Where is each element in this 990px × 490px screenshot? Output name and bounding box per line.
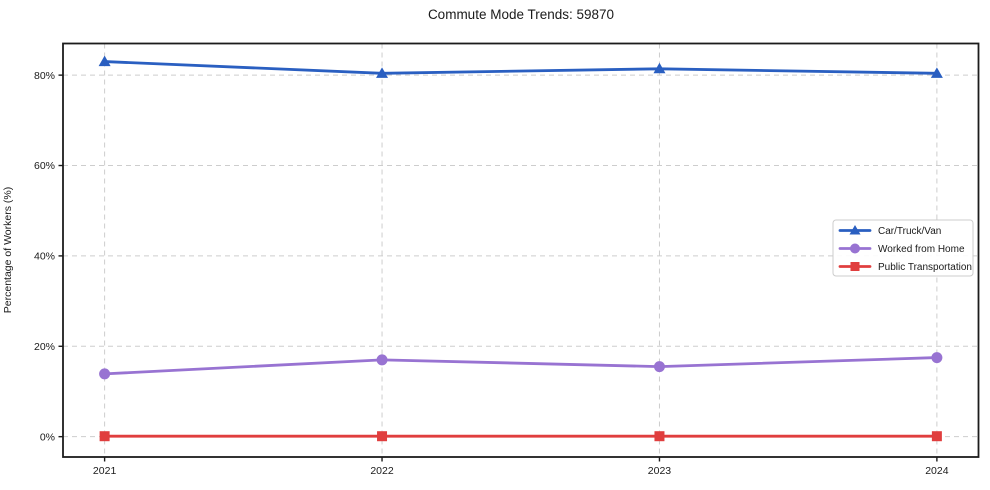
- marker-square: [377, 431, 388, 442]
- marker-triangle: [653, 62, 666, 74]
- legend-label: Car/Truck/Van: [878, 226, 941, 237]
- y-tick-label: 0%: [40, 431, 55, 443]
- x-tick-label: 2024: [925, 465, 949, 477]
- marker-circle: [99, 368, 111, 380]
- legend: Car/Truck/Van Worked from Home Public Tran…: [832, 219, 974, 277]
- x-tick-label: 2023: [648, 465, 672, 477]
- marker-circle: [653, 361, 665, 373]
- series-line-worked-from-home: [103, 356, 939, 376]
- legend-item-car-truck-van: Car/Truck/Van: [838, 225, 941, 237]
- plot-border: [62, 42, 980, 458]
- marker-circle: [850, 243, 860, 254]
- marker-triangle: [849, 225, 861, 235]
- marker-triangle: [376, 67, 389, 78]
- y-tick-label: 80%: [34, 70, 55, 82]
- gridlines: [63, 43, 979, 457]
- series-markers-worked-from-home: [99, 352, 943, 380]
- series-markers-public-transportation: [99, 431, 942, 442]
- y-tick-label: 20%: [34, 341, 55, 353]
- marker-circle: [376, 354, 388, 366]
- marker-square: [931, 431, 942, 442]
- chart-title: Commute Mode Trends: 59870: [427, 7, 615, 22]
- tick-marks: [58, 74, 938, 462]
- y-tick-label: 40%: [34, 251, 55, 263]
- tick-labels: 0% 20% 40% 60% 80% 2021 2022 2023 2024: [34, 70, 949, 477]
- x-tick-label: 2022: [370, 465, 394, 477]
- legend-item-worked-from-home: Worked from Home: [838, 243, 965, 255]
- marker-triangle: [930, 67, 943, 78]
- marker-triangle: [98, 55, 111, 67]
- marker-circle: [931, 352, 943, 364]
- series-line-car-truck-van: [103, 60, 939, 75]
- marker-square: [654, 431, 665, 442]
- legend-label: Public Transportation: [878, 262, 972, 273]
- y-tick-label: 60%: [34, 160, 55, 172]
- legend-item-public-transportation: Public Transportation: [838, 262, 972, 273]
- marker-square: [99, 431, 110, 442]
- y-axis-label: Percentage of Workers (%): [2, 186, 14, 314]
- series-markers-car-truck-van: [98, 55, 943, 78]
- x-tick-label: 2021: [93, 465, 117, 477]
- legend-box: [832, 219, 974, 277]
- legend-label: Worked from Home: [878, 244, 965, 255]
- marker-square: [850, 262, 860, 271]
